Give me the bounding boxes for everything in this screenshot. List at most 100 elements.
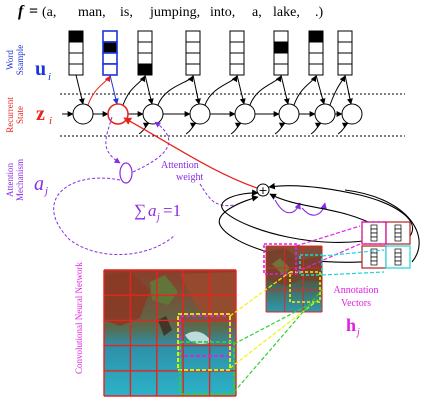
title-word-6: lake,	[273, 5, 300, 20]
feature-patch-yellow	[289, 271, 321, 303]
attention-feedback-loop	[53, 177, 176, 255]
word-sample-cell	[337, 63, 353, 76]
word-sample-cell	[308, 41, 324, 54]
feature-map-foliage	[272, 258, 290, 276]
state-to-word-arrow	[249, 75, 282, 106]
word-sample-cell	[273, 63, 289, 76]
context-input-arrow	[138, 122, 150, 135]
annotation-highlight-magenta	[361, 221, 387, 245]
link-green-2	[233, 289, 323, 393]
word-sample-cell	[68, 63, 84, 76]
word-sample-cell	[137, 63, 153, 76]
word-sample-cell	[229, 63, 245, 76]
sentence-title: f = (a, man, is, jumping, into, a, lake,.)	[18, 3, 324, 20]
annotation-vectors-line2: Vectors	[341, 298, 371, 309]
title-word-0: (a,	[42, 5, 56, 20]
loop-2	[221, 189, 381, 243]
patch-connection-lines	[229, 225, 385, 393]
attention-weight-label: Attention weight	[161, 160, 203, 183]
word-sample-cell	[185, 52, 201, 65]
sum-rhs: =1	[163, 201, 181, 220]
word-sample-cell	[308, 63, 324, 76]
recurrent-state-node-7	[341, 103, 363, 125]
sum-constraint: ∑ a j =1	[134, 201, 181, 223]
label-word-sample: Word Ssample	[5, 45, 25, 76]
annotation-vector-cell	[394, 236, 402, 242]
label-attention-mechanism: Attention Mechanism	[5, 159, 25, 201]
word-sample-cell	[308, 30, 324, 43]
word-sample-cell	[137, 41, 153, 54]
word-sample-column-2	[137, 30, 153, 76]
recurrent-state-node-6	[314, 103, 336, 125]
word-sample-cell	[229, 30, 245, 43]
annotation-vectors	[361, 221, 411, 269]
word-to-state-arrow	[144, 74, 154, 105]
word-sample-cell	[337, 52, 353, 65]
word-sample-cell	[273, 30, 289, 43]
annotation-vector-2	[361, 245, 387, 269]
annotation-vector-3	[385, 245, 411, 269]
word-to-state-arrow	[236, 74, 246, 105]
attention-hook-2	[301, 202, 327, 216]
loop-3	[268, 182, 414, 237]
recurrent-state-row	[62, 74, 363, 135]
title-word-5: a,	[252, 5, 262, 20]
annotation-vector-cell	[370, 236, 378, 242]
word-sample-column-6	[308, 30, 324, 76]
annotation-vector-cell	[394, 248, 402, 254]
loop-4	[218, 195, 386, 263]
word-to-state-arrow	[75, 74, 85, 105]
state-to-word-arrow	[122, 75, 146, 106]
word-sample-column-5	[273, 30, 289, 76]
word-sample-cell	[308, 52, 324, 65]
recurrent-state-node-4	[234, 103, 256, 125]
loop-5	[344, 189, 420, 263]
state-to-word-arrow	[157, 75, 194, 106]
annotation-vector-cell	[370, 228, 378, 234]
link-green-1	[233, 299, 319, 345]
context-input-arrow	[230, 122, 242, 135]
feature-patch-cyan	[299, 254, 323, 276]
input-image-rock-left	[104, 272, 150, 326]
label-word-sample-line2: Ssample	[15, 45, 25, 76]
annotation-vector-cell	[394, 232, 402, 238]
context-input-arrow	[274, 122, 286, 135]
symbol-h-sub: j	[355, 327, 360, 338]
word-sample-column-1	[102, 30, 118, 76]
link-magenta-1	[295, 225, 361, 247]
word-sample-cell	[229, 41, 245, 54]
link-yellow-1	[229, 271, 291, 317]
annotation-vector-cell	[370, 256, 378, 262]
annotation-vector-1	[385, 221, 411, 245]
word-sample-cell	[273, 52, 289, 65]
title-word-3: jumping,	[149, 5, 200, 20]
label-attention-mechanism-line2: Mechanism	[15, 159, 25, 201]
label-recurrent-state: Recurrent State	[5, 97, 25, 133]
context-input-arrow	[337, 122, 349, 135]
word-sample-cell	[273, 41, 289, 54]
annotation-vector-cell	[370, 224, 378, 230]
feature-map-grid	[265, 245, 323, 313]
feature-map-rock	[266, 248, 322, 286]
word-sample-cell	[102, 63, 118, 76]
state-to-word-arrow	[87, 75, 111, 106]
symbol-a-main: a	[34, 173, 44, 195]
word-sample-cell	[185, 30, 201, 43]
recurrent-state-node-0	[72, 103, 94, 125]
label-recurrent-state-line1: Recurrent	[5, 97, 15, 133]
title-word-2: is,	[120, 5, 133, 20]
word-sample-cell	[68, 41, 84, 54]
attention-node	[119, 162, 133, 184]
word-sample-column-3	[185, 30, 201, 76]
word-sample-column-7	[337, 30, 353, 76]
context-to-state-link	[123, 117, 264, 191]
state-to-word-arrow	[329, 75, 346, 106]
attention-weight-curve	[199, 183, 236, 207]
annotation-vector-0	[361, 221, 387, 245]
symbol-u: u i	[35, 58, 51, 83]
feature-patch-magenta	[263, 243, 297, 275]
aggregation-plus: +	[258, 184, 267, 197]
symbol-u-sub: i	[48, 71, 51, 83]
symbol-u-main: u	[35, 58, 46, 80]
word-sample-cell	[185, 63, 201, 76]
